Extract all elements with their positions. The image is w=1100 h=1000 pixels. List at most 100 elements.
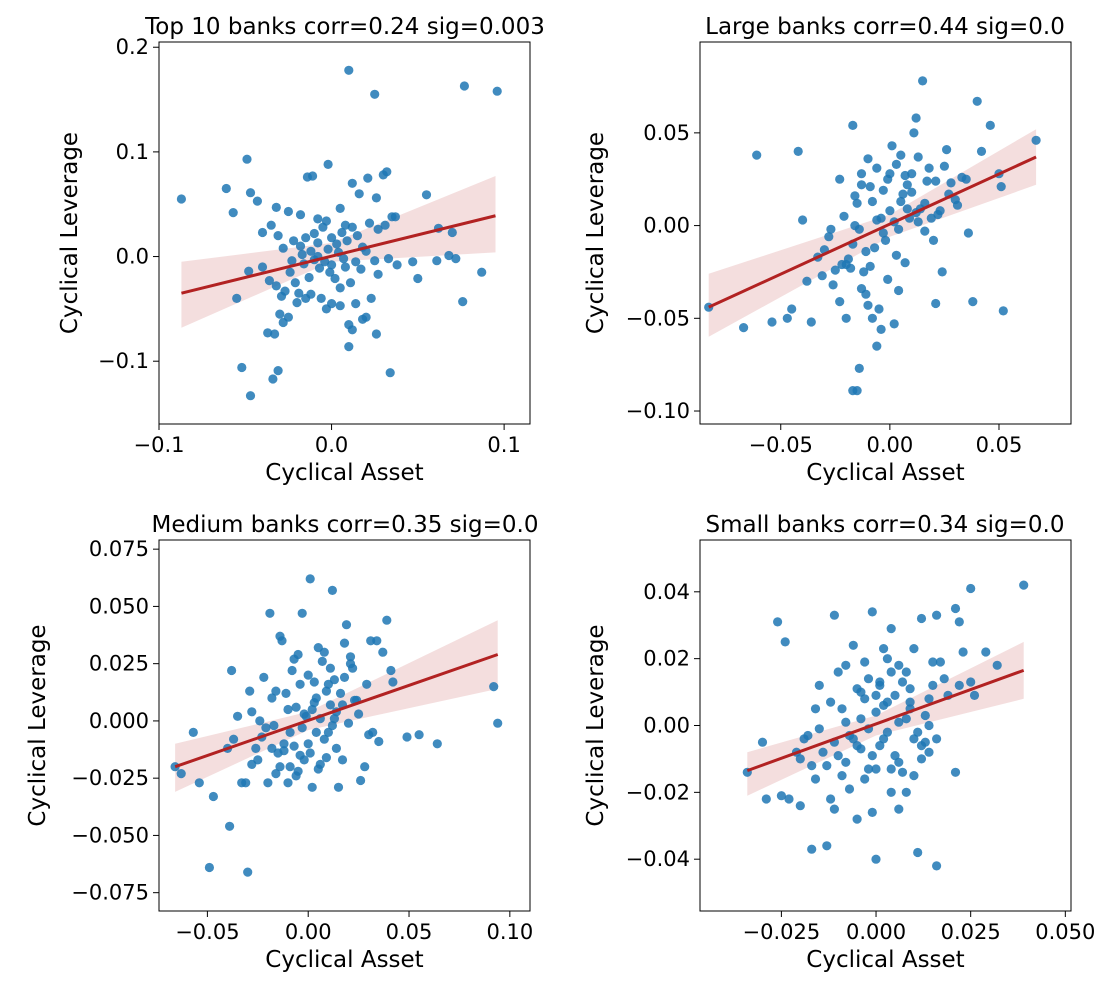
chart-2-point-97 [345,652,356,662]
chart-3-point-78 [860,774,870,784]
chart-1-point-46 [961,174,971,184]
chart-2-point-3 [194,778,204,788]
chart-3-point-103 [894,660,904,670]
chart-0-y-axis-label: Cyclical Leverage [57,132,83,334]
chart-1-point-22 [863,154,873,164]
chart-3-point-55 [928,680,938,691]
chart-1-point-63 [870,243,880,253]
chart-1-point-24 [872,163,882,173]
chart-1-point-85 [872,341,882,351]
chart-1-point-111 [883,274,893,284]
chart-0-point-85 [351,299,361,309]
chart-1-point-38 [924,163,934,173]
chart-0-point-49 [364,218,375,228]
chart-2-point-110 [271,686,281,696]
chart-2-point-36 [297,608,307,618]
chart-1-point-7 [787,304,797,314]
chart-2-point-16 [253,755,263,765]
chart-3-confidence-band [747,641,1024,796]
chart-0-point-84 [345,278,356,288]
chart-3-point-97 [844,784,855,794]
chart-0-point-113 [327,260,337,270]
chart-2-point-60 [348,663,358,673]
chart-2-point-21 [265,608,275,618]
chart-0-point-36 [301,233,311,243]
chart-0-point-95 [306,289,316,299]
chart-2-point-49 [323,727,333,738]
chart-3-point-41 [890,690,900,701]
chart-2-point-17 [255,716,265,726]
chart-1-point-103 [907,169,917,179]
chart-1-point-96 [865,182,875,192]
chart-2-point-75 [414,730,424,740]
chart-2-point-2 [188,727,198,738]
chart-3-point-80 [871,690,881,701]
chart-1-point-21 [859,267,869,277]
chart-3-point-21 [841,717,851,727]
chart-2-panel: −0.05 0.00 0.05 0.10 −0.075 −0.050 −0.025 0.000… [25,512,539,973]
chart-2-point-43 [311,727,321,738]
chart-3-point-19 [833,667,843,677]
chart-3-point-12 [810,774,821,784]
chart-0-point-15 [347,178,357,188]
chart-1-point-16 [846,263,856,273]
chart-2-y-tick-label-6: 0.075 [89,537,149,561]
chart-1-point-26 [878,228,888,238]
chart-1-point-23 [867,196,878,207]
chart-0-point-16 [340,220,350,230]
chart-2-point-64 [362,679,372,689]
chart-0-axes-frame [158,41,531,425]
chart-1-point-82 [854,363,864,373]
chart-3-point-75 [841,757,851,767]
chart-0-point-23 [390,212,400,222]
chart-0-point-81 [330,273,340,284]
chart-1-point-89 [841,313,851,323]
chart-3-point-48 [909,734,919,744]
chart-3-point-96 [837,771,847,781]
chart-0-point-28 [459,81,469,91]
chart-3-point-105 [909,771,919,781]
chart-3-point-113 [860,694,870,704]
chart-1-point-101 [896,150,906,160]
chart-0-point-58 [413,273,423,284]
chart-2-x-tick-label-1: 0.00 [285,920,332,944]
chart-3-panel: −0.025 0.000 0.025 0.050 −0.04 −0.02 0.00 0.02 0… [583,512,1095,973]
chart-0-x-tick-label-1: 0.0 [315,433,348,457]
chart-0-point-64 [458,297,468,307]
chart-1-point-25 [874,304,884,314]
chart-3-point-27 [860,657,870,667]
chart-2-point-13 [243,867,253,877]
chart-1-point-109 [900,258,910,268]
chart-1-point-107 [817,271,827,281]
chart-0-point-33 [278,243,288,253]
chart-2-x-axis-label: Cyclical Asset [265,947,423,973]
chart-0-point-34 [289,236,299,246]
chart-1-point-106 [939,161,950,171]
chart-3-point-62 [954,617,964,627]
chart-2-point-101 [275,762,285,772]
chart-3-point-50 [913,847,923,858]
chart-3-point-74 [833,751,843,761]
chart-1-point-97 [872,215,882,225]
chart-0-point-62 [447,227,457,238]
chart-0-point-98 [327,299,337,309]
chart-3-point-72 [814,680,824,691]
chart-3-x-tick-label-0: −0.025 [743,920,821,944]
chart-0-point-109 [273,366,283,376]
chart-1-point-75 [926,213,936,223]
chart-1-point-87 [889,319,899,329]
chart-2-point-27 [279,739,289,749]
chart-1-point-5 [793,146,803,156]
chart-2-x-tick-label-3: 0.10 [486,920,533,944]
chart-0-point-66 [244,266,254,276]
chart-0-point-65 [232,293,242,303]
chart-1-x-tick-label-0: −0.05 [749,433,813,457]
chart-3-point-15 [822,841,832,851]
chart-3-point-93 [807,761,817,771]
chart-0-point-50 [373,224,383,234]
chart-3-x-axis-label: Cyclical Asset [806,947,964,973]
chart-0-x-tick-label-2: 0.1 [487,433,520,457]
chart-2-point-53 [331,743,341,754]
chart-1-point-57 [837,259,847,270]
